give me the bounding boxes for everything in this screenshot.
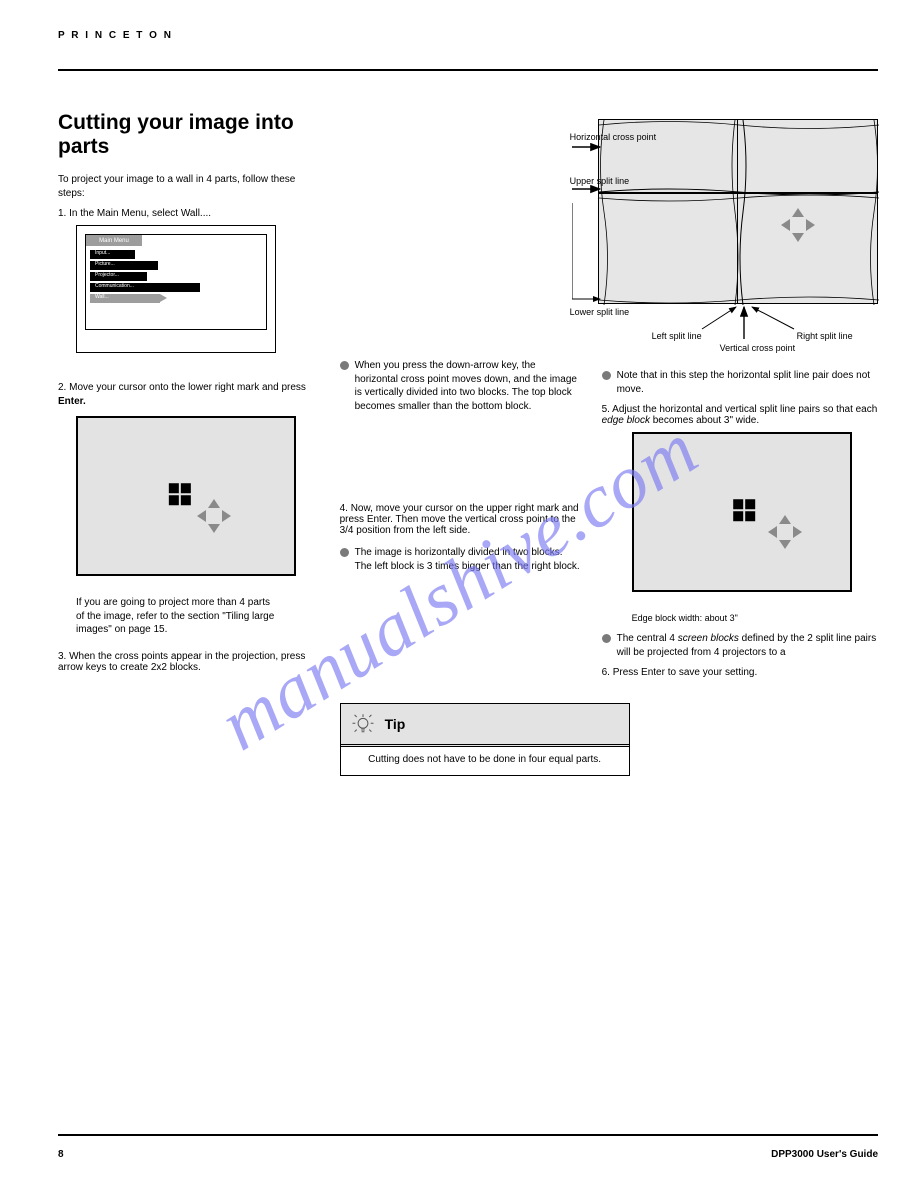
tip-box: Tip Cutting does not have to be done in …: [340, 703, 630, 776]
bullet: The image is horizontally divided in two…: [340, 546, 582, 573]
gray-panel-left: [76, 416, 296, 576]
menu-item: Picture...: [90, 261, 158, 270]
col-mid: When you press the down-arrow key, the h…: [340, 111, 582, 776]
brand: P R I N C E T O N: [58, 30, 878, 41]
grid-icon: [169, 483, 191, 505]
bullet-dot-icon: [340, 361, 349, 370]
step-6: 6. Press Enter to save your setting.: [602, 667, 878, 678]
gray-panel-right: [632, 432, 852, 592]
step-1: 1. In the Main Menu, select Wall....: [58, 208, 320, 219]
menu-item: Input...: [90, 250, 135, 259]
step-3: 3. When the cross points appear in the p…: [58, 651, 320, 673]
tip-label: Tip: [385, 716, 406, 732]
split-diagram: [598, 119, 878, 304]
menu-item: Projector...: [90, 272, 147, 281]
menu-window: Main Menu Input... Picture... Projector.…: [76, 225, 276, 353]
page-number: 8: [58, 1149, 64, 1160]
lbl-vcross: Vertical cross point: [720, 343, 796, 353]
lbl-hcross: Horizontal cross point: [570, 132, 657, 142]
bullet: The central 4 screen blocks defined by t…: [602, 632, 878, 659]
page-content: P R I N C E T O N Cutting your image int…: [58, 30, 878, 776]
footer-label: DPP3000 User's Guide: [771, 1149, 878, 1160]
footer-rule: [58, 1134, 878, 1136]
grid-icon: [733, 499, 755, 521]
lbl-left-split: Left split line: [652, 331, 702, 341]
menu-inner: Main Menu Input... Picture... Projector.…: [85, 234, 267, 330]
bullet-dot-icon: [340, 548, 349, 557]
dpad-icon: [768, 515, 802, 549]
edge-caption: Edge block width: about 3": [632, 612, 832, 624]
columns: Cutting your image into parts To project…: [58, 111, 878, 776]
step-4: 4. Now, move your cursor on the upper ri…: [340, 503, 582, 536]
bullet-dot-icon: [602, 371, 611, 380]
header-rule: [58, 69, 878, 71]
step-5: 5. Adjust the horizontal and vertical sp…: [602, 404, 878, 426]
step-2: 2. Move your cursor onto the lower right…: [58, 381, 320, 408]
tip-body: Cutting does not have to be done in four…: [341, 747, 629, 775]
lbl-right-split: Right split line: [797, 331, 853, 341]
bullet: Note that in this step the horizontal sp…: [602, 369, 878, 396]
panel-caption: If you are going to project more than 4 …: [76, 596, 276, 637]
dpad-icon: [197, 499, 231, 533]
lbl-lower-split: Lower split line: [570, 307, 630, 317]
tip-head: Tip: [341, 704, 629, 747]
bullet: When you press the down-arrow key, the h…: [340, 359, 582, 413]
menu-item-selected: Wall...: [90, 294, 160, 303]
section-title: Cutting your image into parts: [58, 111, 320, 159]
col-right: Horizontal cross point Upper split line …: [602, 111, 878, 776]
menu-tab: Main Menu: [86, 235, 142, 246]
lightbulb-icon: [349, 710, 377, 738]
menu-item: Communication...: [90, 283, 200, 292]
bullet-dot-icon: [602, 634, 611, 643]
lbl-upper-split: Upper split line: [570, 176, 630, 186]
dpad-icon: [781, 208, 815, 242]
footer: 8 DPP3000 User's Guide: [58, 1149, 878, 1160]
col-left: Cutting your image into parts To project…: [58, 111, 320, 776]
intro-text: To project your image to a wall in 4 par…: [58, 173, 320, 200]
